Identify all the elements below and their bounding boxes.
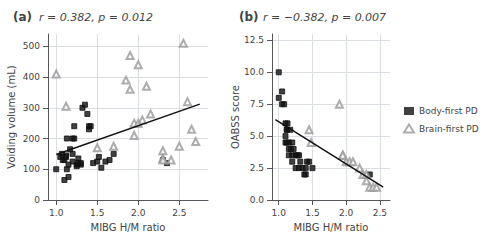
svg-text:Brain-first PD: Brain-first PD [419, 124, 479, 134]
svg-text:100: 100 [23, 164, 40, 174]
svg-text:MIBG H/M ratio: MIBG H/M ratio [91, 222, 166, 233]
svg-text:5.0: 5.0 [250, 131, 265, 141]
svg-text:0.0: 0.0 [250, 195, 265, 205]
svg-text:2.0: 2.0 [339, 208, 354, 218]
svg-text:200: 200 [23, 134, 40, 144]
svg-text:(a): (a) [13, 10, 32, 24]
svg-text:Voiding volume (mL): Voiding volume (mL) [6, 65, 17, 168]
svg-text:1.5: 1.5 [305, 208, 319, 218]
svg-text:r = −0.382, p = 0.007: r = −0.382, p = 0.007 [263, 11, 386, 24]
svg-text:0: 0 [34, 195, 40, 205]
svg-text:2.5: 2.5 [250, 163, 264, 173]
svg-text:1.0: 1.0 [49, 208, 64, 218]
svg-text:OABSS score: OABSS score [230, 85, 241, 149]
svg-text:Body-first PD: Body-first PD [419, 106, 478, 116]
svg-text:2.5: 2.5 [172, 208, 186, 218]
svg-text:400: 400 [23, 72, 40, 82]
svg-text:1.5: 1.5 [90, 208, 104, 218]
svg-text:1.0: 1.0 [272, 208, 287, 218]
svg-text:2.0: 2.0 [131, 208, 146, 218]
svg-text:MIBG H/M ratio: MIBG H/M ratio [294, 222, 369, 233]
svg-text:r = 0.382, p = 0.012: r = 0.382, p = 0.012 [39, 11, 153, 24]
svg-text:2.5: 2.5 [373, 208, 387, 218]
svg-text:300: 300 [23, 103, 40, 113]
svg-text:12.5: 12.5 [244, 35, 264, 45]
svg-text:7.5: 7.5 [250, 99, 264, 109]
svg-text:10.0: 10.0 [244, 67, 264, 77]
svg-text:(b): (b) [239, 10, 259, 24]
svg-text:500: 500 [23, 41, 40, 51]
